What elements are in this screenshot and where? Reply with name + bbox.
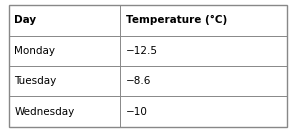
- Text: Tuesday: Tuesday: [15, 76, 57, 86]
- Text: Day: Day: [15, 15, 37, 25]
- Text: −10: −10: [126, 107, 148, 117]
- Text: −12.5: −12.5: [126, 46, 158, 56]
- Text: −8.6: −8.6: [126, 76, 151, 86]
- Text: Wednesday: Wednesday: [15, 107, 75, 117]
- Text: Monday: Monday: [15, 46, 55, 56]
- Text: Temperature (°C): Temperature (°C): [126, 15, 227, 25]
